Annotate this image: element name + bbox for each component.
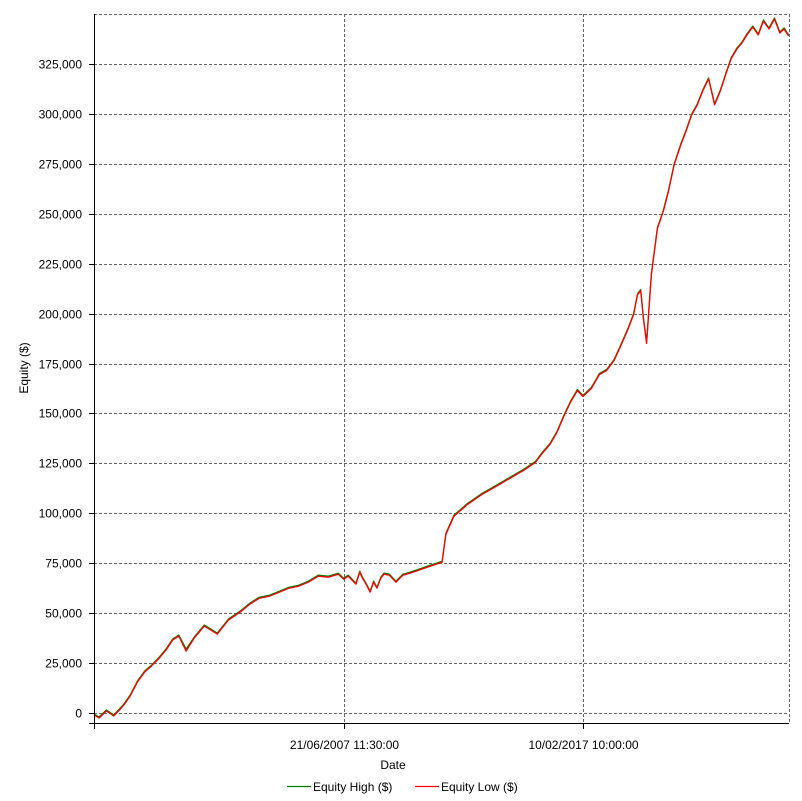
y-tick-label: 50,000	[45, 607, 82, 621]
y-tick-label: 25,000	[45, 657, 82, 671]
y-tick-label: 250,000	[39, 208, 83, 222]
x-tick-label: 21/06/2007 11:30:00	[290, 738, 400, 752]
y-tick-label: 175,000	[39, 358, 83, 372]
y-tick-label: 225,000	[39, 258, 83, 272]
legend-label: Equity High ($)	[313, 780, 392, 794]
series-line-equity-high	[93, 17, 790, 718]
legend-label: Equity Low ($)	[441, 780, 518, 794]
y-tick-labels: 0 25,000 50,000 75,000 100,000 125,000 150,000…	[39, 58, 83, 721]
y-tick-label: 150,000	[39, 407, 83, 421]
grid-lines	[94, 14, 790, 723]
series-line-equity-low	[93, 18, 790, 719]
y-axis-title: Equity ($)	[17, 342, 31, 393]
x-tick-label: 10/02/2017 10:00:00	[528, 738, 638, 752]
axes	[89, 14, 789, 729]
y-tick-label: 275,000	[39, 158, 83, 172]
y-tick-label: 125,000	[39, 457, 83, 471]
y-tick-label: 100,000	[39, 507, 83, 521]
series-lines	[93, 17, 790, 719]
legend: Equity High ($) Equity Low ($)	[287, 780, 518, 794]
x-tick-labels: 21/06/2007 11:30:00 10/02/2017 10:00:00	[290, 738, 639, 752]
y-tick-label: 325,000	[39, 58, 83, 72]
y-tick-label: 200,000	[39, 308, 83, 322]
y-tick-label: 300,000	[39, 108, 83, 122]
y-tick-label: 0	[75, 707, 82, 721]
x-axis-title: Date	[380, 758, 406, 772]
y-tick-label: 75,000	[45, 557, 82, 571]
